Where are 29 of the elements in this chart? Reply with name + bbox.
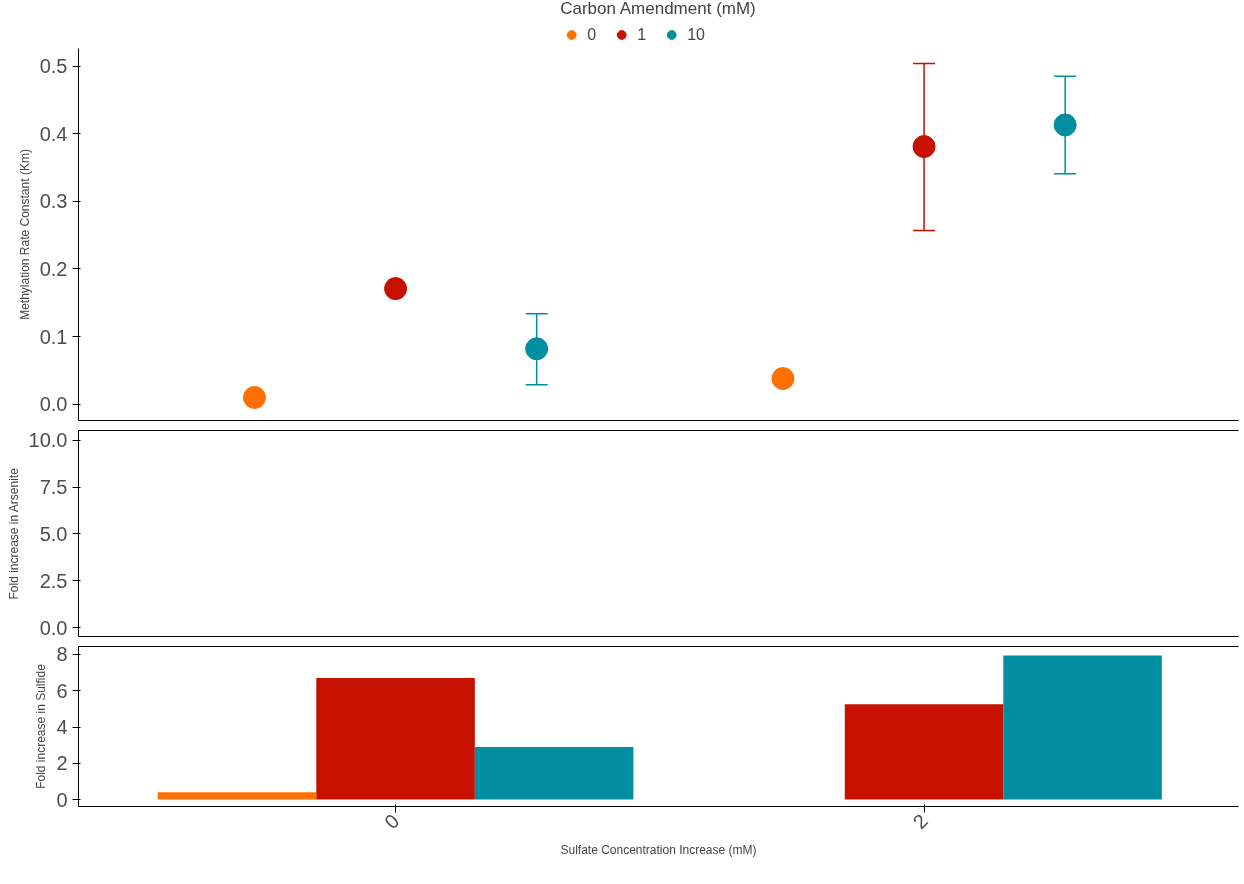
- y-tick-label: 8: [56, 643, 68, 666]
- y-tick-label: 0.1: [39, 325, 68, 348]
- bar: [1003, 655, 1162, 800]
- y-tick-label: 6: [56, 679, 68, 702]
- y-axis-title: Fold increase in Arsenite: [6, 467, 21, 600]
- bar: [844, 704, 1004, 800]
- bar: [474, 747, 634, 800]
- y-tick-label: 0: [56, 788, 68, 811]
- legend-label: 10: [687, 25, 706, 44]
- y-axis-title: Methylation Rate Constant (Km): [17, 149, 32, 320]
- y-tick-label: 5.0: [39, 522, 68, 545]
- y-tick-label: 0.5: [39, 55, 68, 78]
- legend-title: Carbon Amendment (mM): [560, 0, 756, 19]
- y-tick-label: 2.5: [39, 569, 68, 592]
- bar: [157, 792, 317, 800]
- y-tick-label: 0.2: [39, 257, 68, 280]
- y-tick-label: 0.0: [39, 393, 68, 416]
- y-tick-label: 10.0: [28, 429, 68, 452]
- x-axis-title: Sulfate Concentration Increase (mM): [560, 843, 757, 858]
- y-axis-title: Fold increase in Sulfide: [34, 663, 49, 789]
- legend-label: 0: [587, 25, 598, 44]
- y-tick-label: 7.5: [39, 476, 68, 499]
- y-tick-label: 0.3: [39, 190, 68, 213]
- y-tick-label: 0.4: [39, 122, 68, 145]
- bar: [316, 678, 475, 800]
- y-tick-label: 2: [56, 752, 68, 775]
- y-tick-label: 4: [56, 716, 68, 739]
- legend-label: 1: [637, 25, 648, 44]
- y-tick-label: 0.0: [39, 616, 68, 639]
